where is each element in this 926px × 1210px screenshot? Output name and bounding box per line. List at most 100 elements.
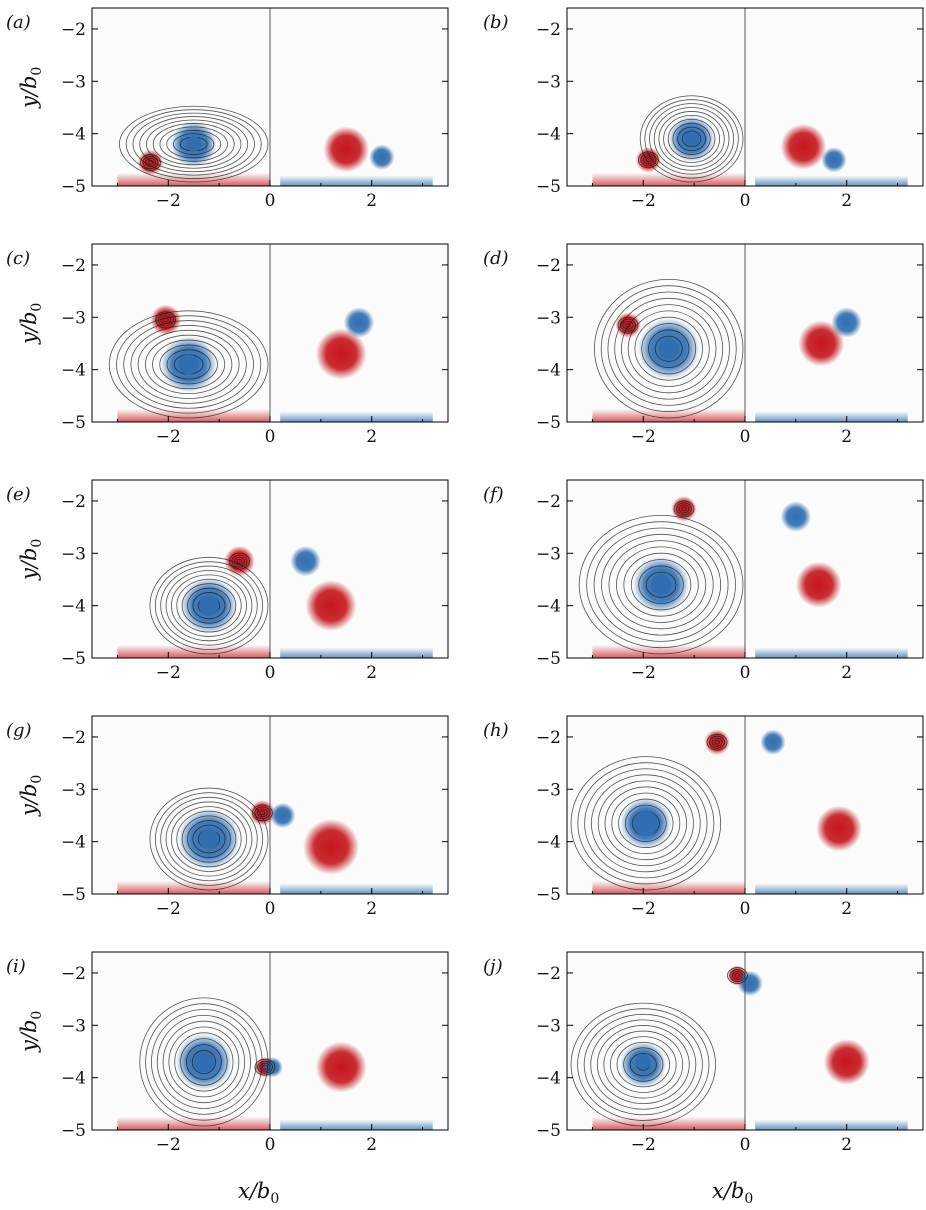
x-tick-label: 2: [366, 427, 377, 447]
streamline-loop-4: [187, 820, 231, 858]
vortex-core: [650, 574, 672, 595]
x-tick-label: 0: [740, 191, 751, 211]
secondary-streamline-2: [145, 158, 156, 167]
y-tick-label: −4: [61, 597, 86, 617]
x-tick-label: 0: [740, 1135, 751, 1155]
x-tick-label: −2: [156, 663, 181, 683]
vortex-core: [186, 136, 202, 152]
streamline-loop-2: [191, 1049, 216, 1074]
y-tick-label: −3: [61, 544, 86, 564]
floor-layer-negative: [755, 175, 908, 186]
streamline-loop-10: [644, 99, 739, 179]
y-tick-label: −2: [536, 728, 561, 748]
streamline-loop-6: [663, 114, 721, 163]
y-tick-label: −5: [536, 649, 561, 669]
vortex-core: [683, 131, 700, 147]
streamline-loop-5: [667, 118, 716, 159]
streamline-loop-5: [634, 316, 703, 381]
streamline-loop-8: [156, 1014, 251, 1109]
y-tick-label: −4: [61, 833, 86, 853]
secondary-streamline-4: [254, 1058, 276, 1076]
y-tick-label: −5: [536, 885, 561, 905]
floor-layer-negative: [280, 883, 433, 894]
streamline-loop-9: [607, 291, 730, 406]
streamline-loop-5: [152, 339, 226, 390]
secondary-streamline-3: [142, 156, 159, 169]
y-tick-label: −2: [61, 256, 86, 276]
streamline-loop-7: [608, 540, 714, 630]
streamline-loop-4: [672, 122, 711, 155]
panel-label: (a): [6, 12, 31, 33]
negative-vortex-1: [270, 802, 296, 829]
streamline-loop-4: [159, 344, 218, 385]
streamline-loop-8: [590, 1019, 697, 1110]
streamline-loop-11: [570, 756, 722, 891]
y-tick-label: −4: [61, 361, 86, 381]
x-tick-label: −2: [631, 899, 656, 919]
x-tick-label: 0: [265, 899, 276, 919]
floor-layer-positive: [592, 1116, 745, 1130]
panel-label: (h): [483, 720, 509, 741]
streamline-loop-11: [639, 95, 744, 183]
streamline-loop-4: [187, 587, 231, 624]
x-tick-label: 0: [740, 427, 751, 447]
positive-vortex-1: [795, 561, 842, 608]
streamline-loop-6: [168, 1026, 240, 1098]
x-tick-label: −2: [156, 427, 181, 447]
y-tick-label: −4: [536, 1069, 561, 1089]
y-tick-label: −2: [536, 20, 561, 40]
floor-layer-negative: [755, 1119, 908, 1130]
secondary-streamline-1: [645, 157, 652, 163]
floor-layer-positive: [117, 644, 270, 658]
secondary-streamline-3: [257, 1060, 273, 1074]
floor-layer-positive: [117, 1116, 270, 1130]
streamline-loop-2: [681, 130, 702, 148]
secondary-streamline-1: [681, 506, 687, 512]
secondary-streamline-2: [234, 556, 245, 566]
streamline-loop-7: [596, 1025, 690, 1105]
y-tick-label: −5: [536, 177, 561, 197]
y-tick-label: −5: [61, 649, 86, 669]
streamline-loop-10: [116, 315, 262, 414]
x-axis-label-left: x/b0: [238, 1179, 279, 1207]
secondary-streamline-3: [709, 735, 725, 749]
streamline-loop-10: [154, 561, 264, 651]
secondary-streamline-4: [673, 500, 695, 518]
y-tick-label: −4: [536, 597, 561, 617]
panel-label: (j): [483, 956, 503, 977]
secondary-streamline-2: [622, 320, 634, 330]
negative-vortex-1: [821, 147, 847, 173]
secondary-streamline-1: [162, 317, 169, 323]
floor-layer-negative: [755, 883, 908, 894]
floor-layer-positive: [117, 172, 270, 186]
secondary-streamline-3: [640, 153, 657, 167]
panel-label: (g): [6, 720, 32, 741]
streamline-loop-8: [591, 774, 701, 873]
secondary-streamline-2: [711, 737, 723, 747]
streamline-loop-6: [176, 578, 242, 633]
vortex-core: [193, 1051, 215, 1073]
streamline-loop-3: [166, 349, 211, 380]
floor-layer-positive: [117, 408, 270, 422]
x-tick-label: −2: [631, 1135, 656, 1155]
secondary-streamline-2: [642, 155, 654, 165]
streamline-loop-5: [174, 1032, 234, 1092]
negative-vortex-1: [369, 144, 395, 170]
x-tick-label: −2: [631, 663, 656, 683]
vortex-core: [198, 828, 220, 850]
floor-layer-negative: [280, 175, 433, 186]
y-axis-label-row-i: y/b0: [17, 1011, 45, 1053]
secondary-streamline-1: [734, 973, 741, 978]
streamline-loop-2: [654, 335, 683, 362]
y-tick-label: −2: [61, 492, 86, 512]
streamline-loop-4: [641, 323, 697, 375]
streamline-loop-3: [192, 592, 226, 620]
secondary-streamline-3: [231, 554, 248, 568]
x-tick-label: 2: [366, 191, 377, 211]
streamline-loop-7: [597, 780, 694, 867]
x-tick-label: 2: [366, 899, 377, 919]
streamlines: [578, 500, 744, 655]
floor-layer-negative: [280, 1119, 433, 1130]
streamline-loop-3: [185, 1044, 222, 1080]
secondary-streamline-1: [262, 1064, 268, 1070]
